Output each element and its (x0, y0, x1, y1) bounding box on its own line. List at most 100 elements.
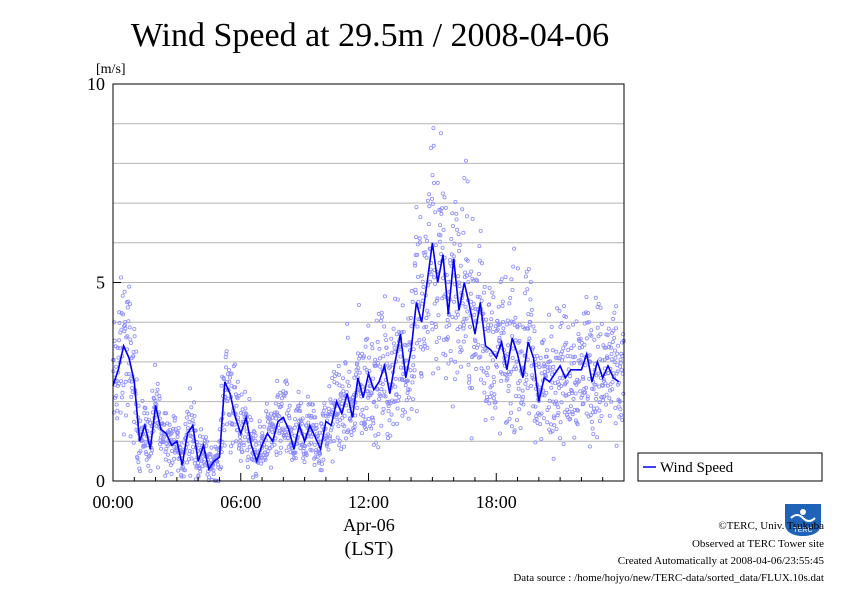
scatter-point (332, 369, 337, 374)
scatter-point (378, 364, 383, 369)
scatter-point (119, 379, 124, 384)
scatter-point (237, 442, 242, 447)
scatter-point (461, 339, 466, 344)
scatter-point (186, 411, 191, 416)
scatter-point (136, 403, 141, 408)
scatter-point (495, 318, 500, 323)
scatter-point (593, 382, 598, 387)
scatter-point (227, 413, 232, 418)
scatter-point (193, 477, 198, 482)
scatter-point (561, 442, 566, 447)
scatter-point (461, 326, 466, 331)
scatter-point (376, 431, 381, 436)
credit-line-3: Created Automatically at 2008-04-06/23:5… (617, 555, 824, 567)
scatter-point (474, 366, 479, 371)
scatter-point (450, 315, 455, 320)
scatter-point (279, 396, 284, 401)
scatter-point (162, 434, 167, 439)
scatter-point (431, 126, 436, 131)
scatter-point (560, 355, 565, 360)
scatter-point (134, 349, 139, 354)
scatter-point (489, 310, 494, 315)
scatter-point (596, 344, 601, 349)
scatter-point (221, 377, 226, 382)
scatter-point (132, 326, 137, 331)
scatter-point (480, 343, 485, 348)
scatter-point (464, 316, 469, 321)
scatter-point (329, 412, 334, 417)
scatter-point (190, 444, 195, 449)
scatter-point (213, 444, 218, 449)
scatter-point (246, 454, 251, 459)
scatter-point (599, 321, 604, 326)
scatter-point (491, 329, 496, 334)
scatter-point (144, 457, 149, 462)
scatter-point (122, 289, 127, 294)
scatter-point (427, 192, 432, 197)
scatter-point (404, 358, 409, 363)
scatter-point (363, 417, 368, 422)
scatter-point (167, 459, 172, 464)
scatter-point (469, 436, 474, 441)
scatter-point (571, 355, 576, 360)
scatter-point (302, 460, 307, 465)
scatter-point (276, 393, 281, 398)
scatter-point (241, 440, 246, 445)
scatter-point (414, 341, 419, 346)
scatter-point (438, 233, 443, 238)
scatter-point (278, 438, 283, 443)
scatter-point (400, 413, 405, 418)
scatter-point (369, 341, 374, 346)
scatter-point (558, 324, 563, 329)
scatter-point (406, 316, 411, 321)
scatter-point (581, 401, 586, 406)
scatter-point (196, 460, 201, 465)
scatter-point (253, 471, 258, 476)
scatter-point (457, 242, 462, 247)
scatter-point (179, 474, 184, 479)
scatter-point (529, 312, 534, 317)
scatter-point (305, 413, 310, 418)
scatter-point (254, 473, 259, 478)
scatter-point (538, 355, 543, 360)
scatter-point (395, 406, 400, 411)
scatter-point (574, 319, 579, 324)
scatter-point (477, 295, 482, 300)
scatter-point (478, 377, 483, 382)
scatter-point (495, 327, 500, 332)
scatter-point (492, 379, 497, 384)
scatter-point (428, 145, 433, 150)
scatter-point (591, 410, 596, 415)
scatter-point (138, 418, 143, 423)
scatter-point (570, 391, 575, 396)
scatter-point (592, 337, 597, 342)
scatter-point (386, 403, 391, 408)
scatter-point (596, 301, 601, 306)
scatter-point (544, 390, 549, 395)
scatter-point (143, 449, 148, 454)
scatter-point (505, 376, 510, 381)
scatter-point (499, 378, 504, 383)
scatter-point (337, 417, 342, 422)
scatter-point (556, 356, 561, 361)
terc-logo: TERC (783, 502, 823, 538)
scatter-point (330, 375, 335, 380)
scatter-point (548, 422, 553, 427)
scatter-point (440, 245, 445, 250)
scatter-point (170, 429, 175, 434)
scatter-point (238, 410, 243, 415)
scatter-point (611, 328, 616, 333)
scatter-point (379, 310, 384, 315)
scatter-point (541, 416, 546, 421)
scatter-point (121, 383, 126, 388)
scatter-point (500, 319, 505, 324)
scatter-point (123, 326, 128, 331)
scatter-point (436, 313, 441, 318)
scatter-point (503, 275, 508, 280)
scatter-point (356, 366, 361, 371)
scatter-point (258, 424, 263, 429)
scatter-point (341, 429, 346, 434)
scatter-point (472, 312, 477, 317)
scatter-point (336, 372, 341, 377)
scatter-point (331, 439, 336, 444)
